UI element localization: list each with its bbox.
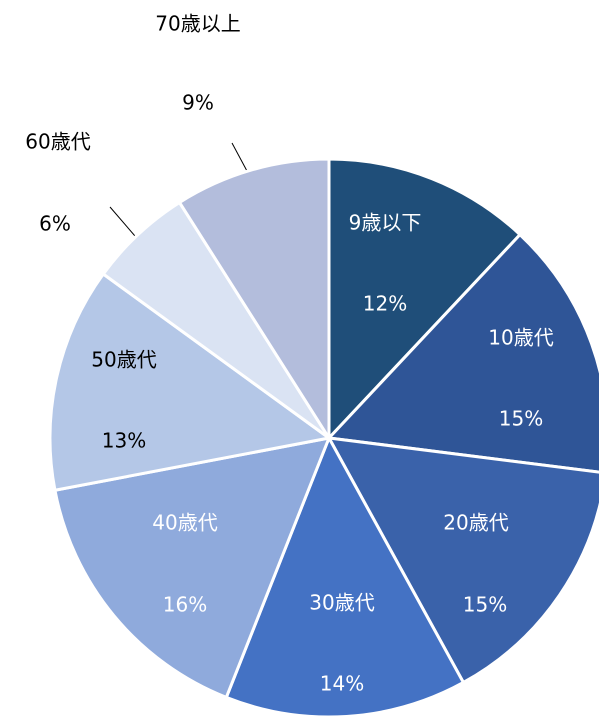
pie-slice [177,157,331,444]
pie-slice [224,434,466,717]
pie-slice [326,436,599,685]
value-label: 12% [363,292,407,316]
slice-label: 10歳代 [488,326,553,350]
value-label: 15% [463,593,507,617]
slice-label: 70歳以上 [155,12,240,36]
value-label: 13% [102,429,146,453]
slice-label: 30歳代 [309,591,374,615]
slice-label: 40歳代 [152,511,217,535]
slice-label: 20歳代 [443,511,508,535]
value-label: 14% [320,672,364,696]
value-label: 6% [39,212,71,236]
slice-label: 50歳代 [91,348,156,372]
value-label: 9% [182,91,214,115]
pie-slice [48,271,333,493]
pie-slice [325,232,599,474]
pie-slice [327,157,523,442]
value-label: 16% [163,593,207,617]
value-label: 15% [499,407,543,431]
slice-label: 60歳代 [25,130,90,154]
pie-slice [53,436,332,700]
slice-label: 9歳以下 [349,211,422,235]
